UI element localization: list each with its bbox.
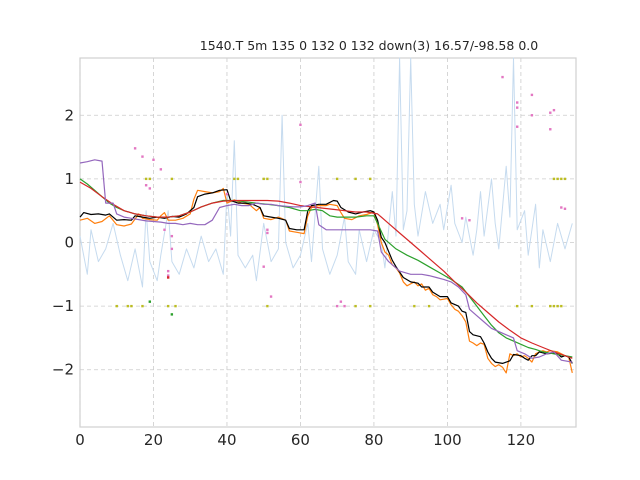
scatter-layer [115,75,567,316]
scatter-point [266,231,269,235]
scatter-point [115,304,118,308]
scatter-point [530,114,534,117]
series-line-5 [79,159,573,363]
scatter-point [170,247,174,251]
scatter-point [516,125,519,128]
scatter-point [563,207,567,210]
x-tick-label: 100 [433,431,462,449]
scatter-point [262,265,265,268]
scatter-point [354,177,357,181]
scatter-point [369,304,372,308]
scatter-point [148,300,152,303]
scatter-point [563,177,567,181]
scatter-point [552,177,556,181]
scatter-point [369,177,372,181]
chart-title: 1540.T 5m 135 0 132 0 132 down(3) 16.57/… [200,38,538,53]
x-tick-label: 60 [291,431,310,449]
scatter-point [170,177,174,181]
scatter-point [141,155,144,158]
x-axis-ticks: 0 20 40 60 80 100 120 [75,431,535,449]
scatter-point [170,234,174,238]
scatter-point [549,304,552,308]
scatter-point [560,304,563,308]
scatter-point [560,206,563,209]
y-tick-label: −1 [52,297,74,315]
scatter-point [152,158,155,161]
scatter-point [549,128,552,131]
scatter-point [530,93,534,97]
series-layer [79,57,573,374]
y-tick-label: −2 [52,361,74,379]
scatter-point [354,304,357,308]
x-tick-label: 80 [364,431,383,449]
scatter-point [299,123,302,127]
scatter-point [144,184,148,187]
scatter-point [460,217,464,220]
x-tick-label: 120 [507,431,536,449]
scatter-point [343,304,346,308]
scatter-point [148,177,152,181]
scatter-point [133,147,137,150]
scatter-point [516,101,519,104]
series-line-4 [79,181,573,359]
scatter-point [141,304,144,308]
series-line-1 [79,187,573,374]
scatter-point [556,177,559,181]
scatter-point [262,177,265,181]
x-tick-label: 0 [75,431,85,449]
scatter-point [501,75,504,79]
scatter-point [413,304,416,308]
scatter-point [516,304,519,308]
scatter-point [552,108,556,112]
scatter-point [269,295,273,298]
scatter-point [549,111,552,114]
scatter-point [166,269,170,273]
scatter-point [266,304,269,308]
y-tick-label: 0 [64,234,74,252]
scatter-point [225,192,229,196]
scatter-point [560,177,563,181]
scatter-point [166,274,170,277]
scatter-point [335,177,339,181]
scatter-point [427,304,431,308]
scatter-point [468,219,471,222]
scatter-point [516,106,519,109]
x-tick-label: 20 [144,431,163,449]
scatter-point [530,304,534,308]
scatter-point [159,168,163,171]
scatter-point [130,304,133,308]
scatter-point [552,304,556,308]
scatter-point [144,177,148,181]
scatter-point [233,177,236,181]
y-axis-ticks: −2 −1 0 1 2 [52,106,74,378]
x-tick-label: 40 [217,431,236,449]
scatter-point [299,180,302,184]
scatter-point [166,276,170,279]
y-tick-label: 1 [64,170,74,188]
scatter-point [556,304,559,308]
scatter-point [163,228,166,231]
scatter-point [236,177,240,181]
scatter-point [335,304,339,308]
scatter-point [266,177,269,181]
scatter-point [148,187,152,190]
scatter-point [266,228,269,231]
scatter-point [174,304,177,308]
scatter-point [339,300,343,303]
gridlines [79,58,576,427]
scatter-point [126,304,129,308]
scatter-point [166,304,170,308]
y-tick-label: 2 [64,106,74,124]
scatter-point [170,313,174,316]
